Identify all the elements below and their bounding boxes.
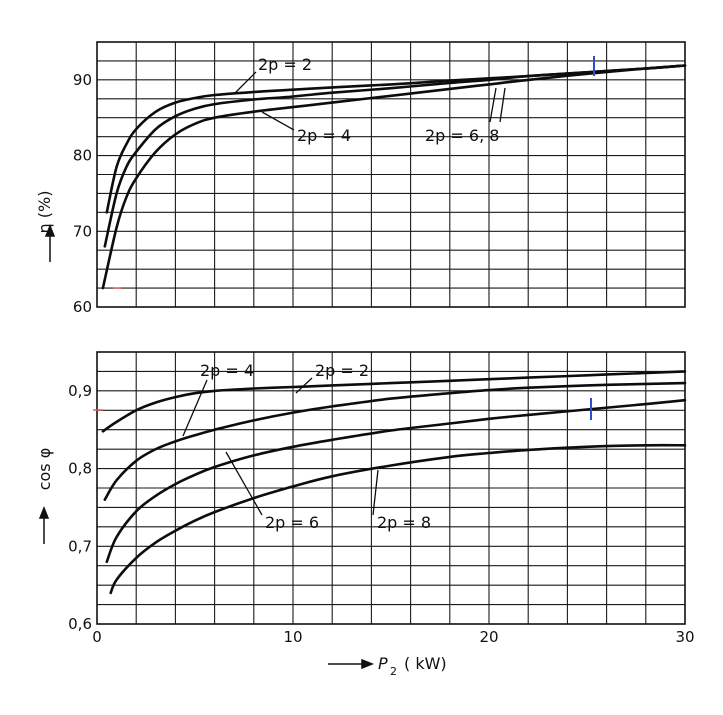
- x-tick-label: 0: [92, 628, 102, 646]
- efficiency-y-tick-labels: 60 70 80 90: [73, 71, 92, 316]
- efficiency-plot-frame: [96, 41, 686, 308]
- annot-bot-2p2: 2p = 2: [315, 361, 369, 380]
- annot-top-2p4: 2p = 4: [297, 126, 351, 145]
- power-factor-y-tick-label: 0,6: [68, 615, 92, 633]
- power-factor-y-label-text: cos φ: [35, 448, 54, 491]
- annot-top-2p2: 2p = 2: [258, 55, 312, 74]
- leader-bot-2p6: [225, 451, 263, 516]
- leader-top-2p68-a: [489, 87, 497, 123]
- power-factor-y-tick-label: 0,7: [68, 537, 92, 555]
- efficiency-curve-2p-4: [103, 64, 687, 248]
- power-factor-curve-2p-2: [101, 370, 687, 433]
- efficiency-y-axis-arrow: [44, 223, 56, 262]
- leader-bot-2p4: [182, 379, 208, 437]
- x-tick-labels: 0 10 20 30: [92, 628, 694, 646]
- x-tick-label: 10: [283, 628, 302, 646]
- efficiency-y-tick-label: 70: [73, 222, 92, 240]
- efficiency-y-tick-label: 80: [73, 147, 92, 165]
- annot-top-2p68: 2p = 6, 8: [425, 126, 499, 145]
- leader-bot-2p2: [295, 377, 313, 394]
- x-label-subscript: 2: [390, 665, 397, 678]
- power-factor-grid: [97, 352, 685, 624]
- power-factor-chart: 0,6 0,7 0,8 0,9 0 10 20 30 cos φ 2p = 4 2p = 2…: [35, 351, 695, 646]
- power-factor-y-axis-arrow: [38, 505, 50, 544]
- efficiency-grid: [97, 42, 685, 307]
- x-label-unit: ( kW): [404, 654, 447, 673]
- leader-top-2p2: [233, 71, 257, 95]
- efficiency-curves: [101, 64, 687, 290]
- x-label-P: P: [378, 654, 388, 673]
- power-factor-curve-2p-6: [105, 398, 687, 564]
- x-tick-label: 30: [675, 628, 694, 646]
- efficiency-chart: 60 70 80 90 η (%) 2p = 2 2p = 4 2p = 6, 8: [35, 41, 687, 316]
- power-factor-y-tick-label: 0,8: [68, 460, 92, 478]
- efficiency-curve-2p-6-8: [101, 64, 687, 290]
- annot-bot-2p4: 2p = 4: [200, 361, 254, 380]
- annot-bot-2p8: 2p = 8: [377, 513, 431, 532]
- power-factor-y-tick-labels: 0,6 0,7 0,8 0,9: [68, 382, 92, 633]
- leader-top-2p68-b: [499, 87, 506, 123]
- leader-top-2p4: [261, 111, 295, 131]
- efficiency-y-tick-label: 60: [73, 298, 92, 316]
- efficiency-y-label-text: η (%): [35, 191, 54, 234]
- power-factor-curve-2p-4: [103, 381, 687, 501]
- leader-bot-2p8: [372, 469, 379, 516]
- power-factor-curves: [101, 370, 687, 595]
- efficiency-y-tick-label: 90: [73, 71, 92, 89]
- power-factor-curve-2p-8: [109, 443, 687, 595]
- x-axis-label: P 2 ( kW): [328, 654, 447, 678]
- annot-bot-2p6: 2p = 6: [265, 513, 319, 532]
- x-tick-label: 20: [479, 628, 498, 646]
- power-factor-y-tick-label: 0,9: [68, 382, 92, 400]
- power-factor-plot-frame: [96, 351, 686, 625]
- power-factor-y-axis-label: cos φ: [35, 448, 54, 491]
- efficiency-y-axis-label: η (%): [35, 191, 54, 234]
